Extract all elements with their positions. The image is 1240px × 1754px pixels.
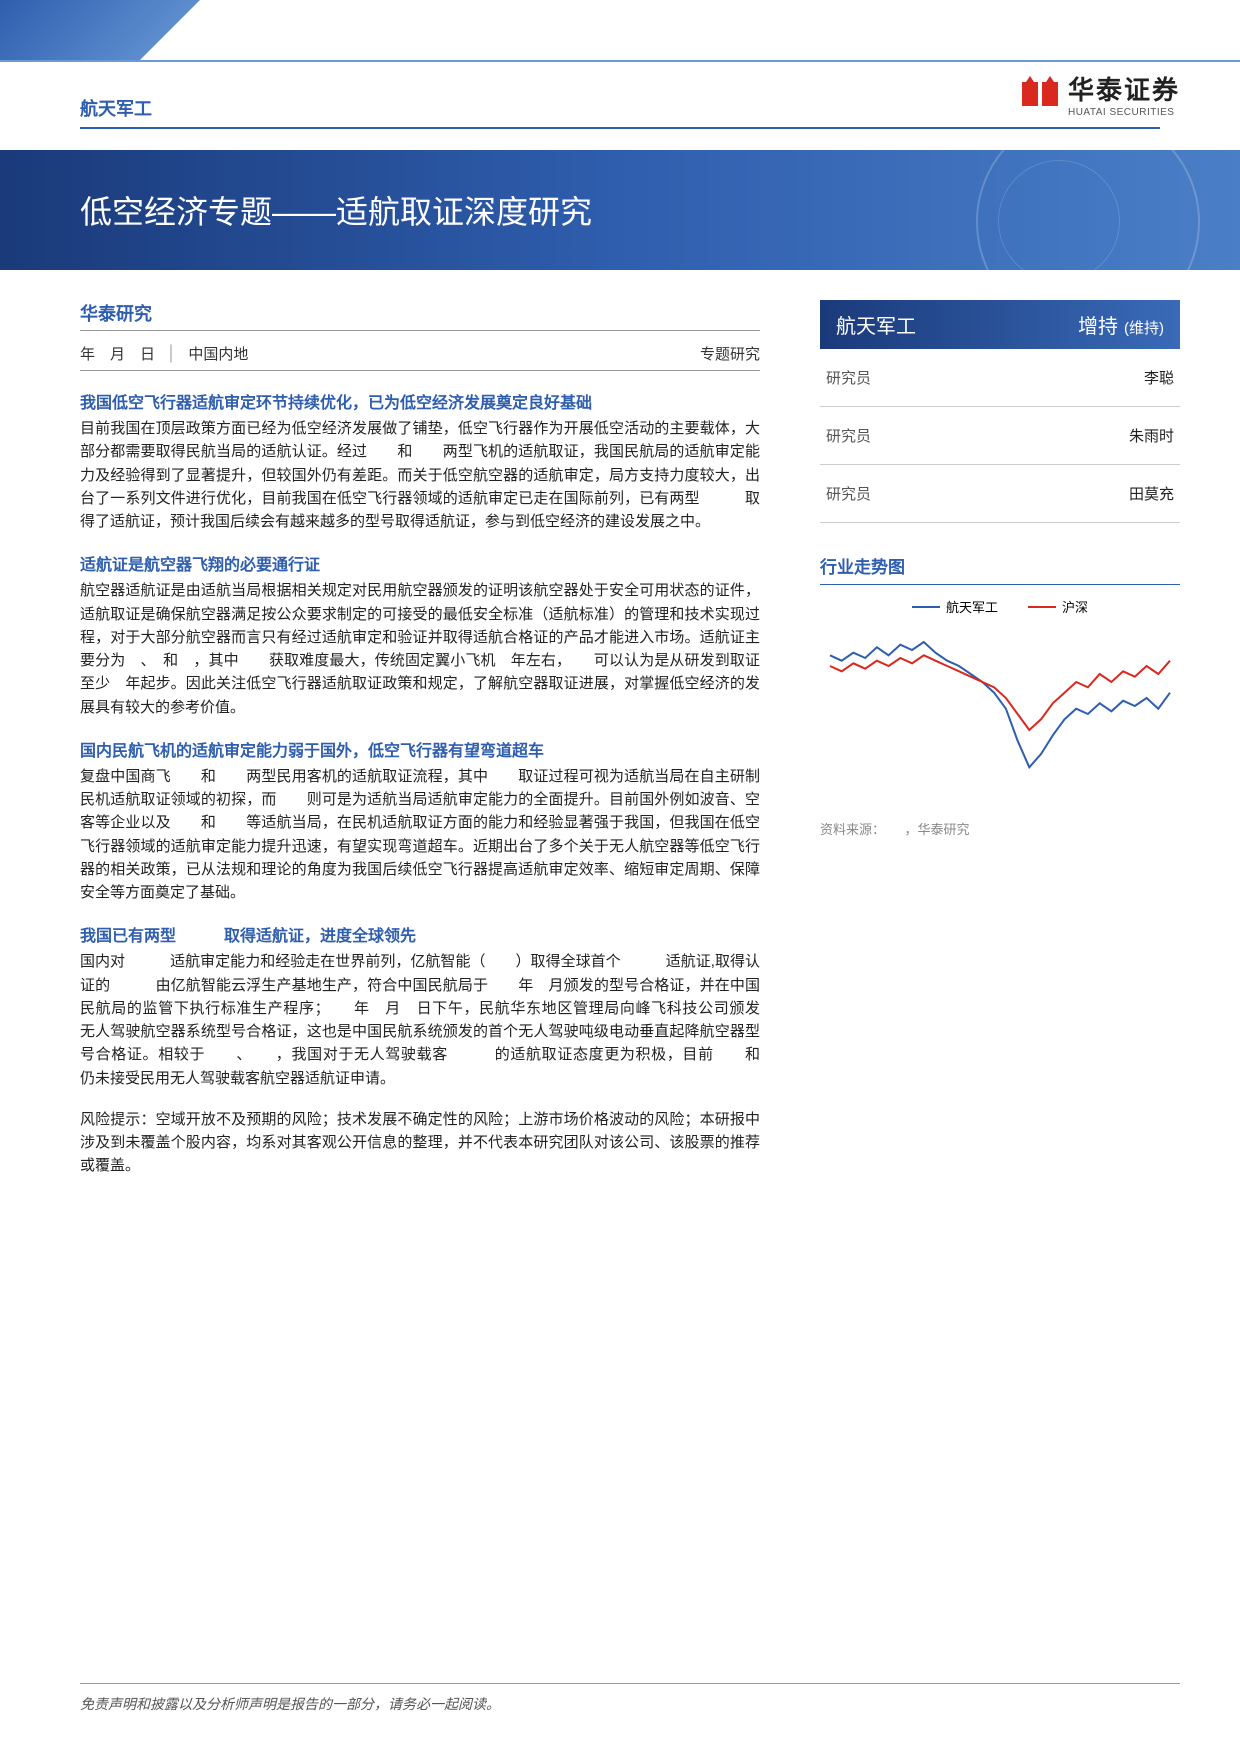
analyst-row-1: 研究员 朱雨时 (820, 407, 1180, 465)
section-1: 适航证是航空器飞翔的必要通行证航空器适航证是由适航当局根据相关规定对民用航空器颁… (80, 551, 760, 719)
analyst-role-1: 研究员 (826, 425, 871, 446)
analyst-name-2: 田莫充 (1129, 483, 1174, 504)
risk-text: 风险提示：空域开放不及预期的风险；技术发展不确定性的风险；上游市场价格波动的风险… (80, 1108, 760, 1178)
section-title-1: 适航证是航空器飞翔的必要通行证 (80, 551, 760, 575)
section-title-2: 国内民航飞机的适航审定能力弱于国外，低空飞行器有望弯道超车 (80, 737, 760, 761)
analyst-role-0: 研究员 (826, 367, 871, 388)
section-3: 我国已有两型 取得适航证，进度全球领先国内对 适航审定能力和经验走在世界前列，亿… (80, 922, 760, 1090)
chart-title: 行业走势图 (820, 553, 1180, 585)
meta-row: 年 月 日 │ 中国内地 专题研究 (80, 337, 760, 371)
rating-industry: 航天军工 (836, 310, 916, 339)
analyst-name-0: 李聪 (1144, 367, 1174, 388)
legend-line-1 (912, 606, 940, 608)
section-body-3: 国内对 适航审定能力和经验走在世界前列，亿航智能（ ）取得全球首个 适航证,取得… (80, 950, 760, 1090)
section-body-0: 目前我国在顶层政策方面已经为低空经济发展做了铺垫，低空飞行器作为开展低空活动的主… (80, 417, 760, 533)
logo-icon (1020, 74, 1060, 114)
logo-text-cn: 华泰证券 (1068, 70, 1180, 107)
meta-date: 年 月 日 (80, 343, 155, 364)
analyst-row-2: 研究员 田莫充 (820, 465, 1180, 523)
title-banner: 低空经济专题——适航取证深度研究 (0, 150, 1240, 270)
section-title-3: 我国已有两型 取得适航证，进度全球领先 (80, 922, 760, 946)
meta-region: 中国内地 (188, 343, 248, 364)
research-label: 华泰研究 (80, 304, 152, 324)
legend-item-1: 航天军工 (912, 597, 998, 616)
chart-source: 资料来源： ，华泰研究 (820, 819, 1180, 838)
sidebar: 航天军工 增持 (维持) 研究员李聪研究员朱雨时研究员田莫充 行业走势图 航天军… (820, 300, 1180, 838)
top-divider (0, 60, 1240, 62)
category-label: 航天军工 (80, 99, 152, 119)
legend-line-2 (1028, 606, 1056, 608)
chart-legend: 航天军工 沪深 (820, 597, 1180, 616)
risk-section: 风险提示：空域开放不及预期的风险；技术发展不确定性的风险；上游市场价格波动的风险… (80, 1108, 760, 1178)
analyst-name-1: 朱雨时 (1129, 425, 1174, 446)
section-title-0: 我国低空飞行器适航审定环节持续优化，已为低空经济发展奠定良好基础 (80, 389, 760, 413)
legend-item-2: 沪深 (1028, 597, 1088, 616)
chart-section: 行业走势图 航天军工 沪深 资料来源： ，华泰研究 (820, 553, 1180, 838)
rating-value: 增持 (1078, 310, 1118, 339)
legend-label-1: 航天军工 (946, 597, 998, 616)
logo-text-en: HUATAI SECURITIES (1068, 107, 1180, 118)
report-title: 低空经济专题——适航取证深度研究 (80, 187, 592, 233)
analyst-role-2: 研究员 (826, 483, 871, 504)
brand-logo: 华泰证券 HUATAI SECURITIES (1020, 70, 1180, 118)
section-2: 国内民航飞机的适航审定能力弱于国外，低空飞行器有望弯道超车复盘中国商飞 和 两型… (80, 737, 760, 905)
research-header: 华泰研究 (80, 300, 760, 331)
analyst-row-0: 研究员 李聪 (820, 349, 1180, 407)
main-content: 华泰研究 年 月 日 │ 中国内地 专题研究 我国低空飞行器适航审定环节持续优化… (80, 300, 760, 1196)
top-accent-shape (0, 0, 200, 60)
section-0: 我国低空飞行器适航审定环节持续优化，已为低空经济发展奠定良好基础目前我国在顶层政… (80, 389, 760, 533)
rating-bar: 航天军工 增持 (维持) (820, 300, 1180, 349)
footer-disclaimer: 免责声明和披露以及分析师声明是报告的一部分，请务必一起阅读。 (80, 1683, 1180, 1714)
footer-text: 免责声明和披露以及分析师声明是报告的一部分，请务必一起阅读。 (80, 1696, 500, 1712)
section-body-2: 复盘中国商飞 和 两型民用客机的适航取证流程，其中 取证过程可视为适航当局在自主… (80, 765, 760, 905)
rating-note: (维持) (1124, 317, 1164, 338)
trend-chart (820, 624, 1180, 804)
legend-label-2: 沪深 (1062, 597, 1088, 616)
section-body-1: 航空器适航证是由适航当局根据相关规定对民用航空器颁发的证明该航空器处于安全可用状… (80, 579, 760, 719)
meta-type: 专题研究 (700, 343, 760, 364)
category-bar: 航天军工 (80, 95, 1160, 129)
meta-divider: │ (167, 345, 176, 362)
